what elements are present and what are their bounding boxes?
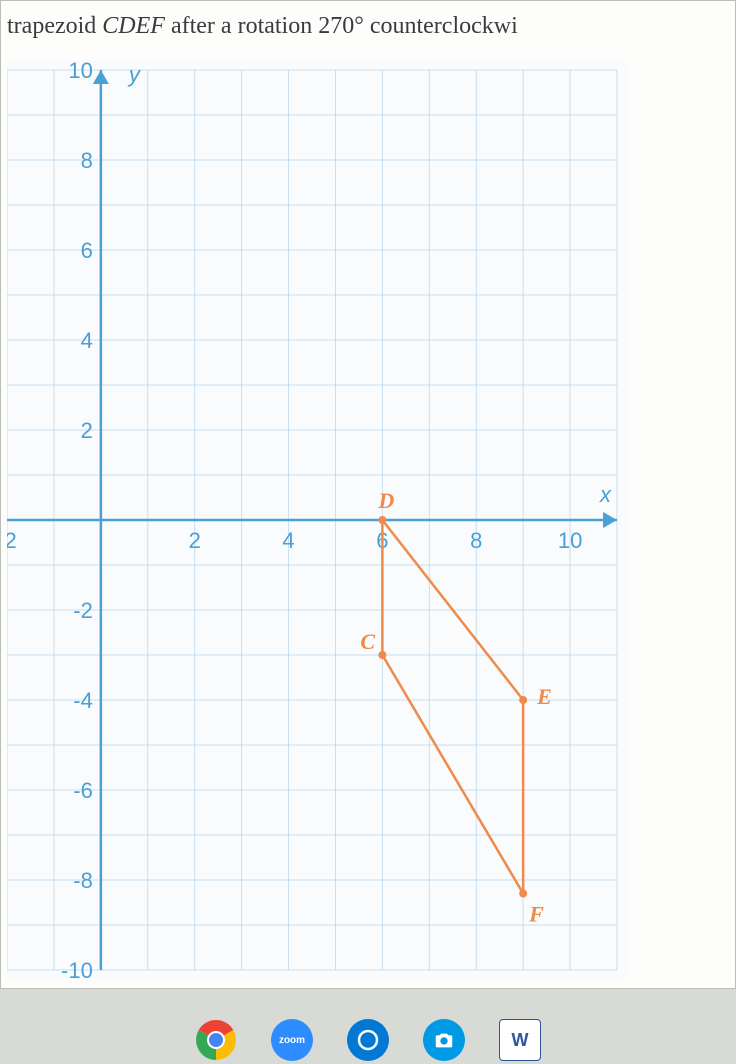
- chrome-icon[interactable]: [195, 1019, 237, 1061]
- taskbar: zoom W: [0, 1016, 736, 1064]
- coordinate-chart: -2246810-10-8-6-4-2246810yxCDEF: [7, 60, 627, 980]
- word-letter: W: [512, 1030, 529, 1051]
- svg-text:4: 4: [282, 528, 294, 553]
- svg-text:D: D: [377, 488, 394, 513]
- question-shape: CDEF: [102, 13, 165, 39]
- svg-text:-2: -2: [7, 528, 17, 553]
- svg-text:-8: -8: [73, 868, 93, 893]
- svg-text:10: 10: [68, 60, 92, 83]
- svg-text:y: y: [127, 62, 142, 87]
- cortana-icon[interactable]: [347, 1019, 389, 1061]
- svg-text:4: 4: [81, 328, 93, 353]
- svg-text:-10: -10: [61, 958, 93, 980]
- question-text: trapezoid CDEF after a rotation 270° cou…: [7, 9, 729, 60]
- svg-text:-6: -6: [73, 778, 93, 803]
- svg-text:C: C: [360, 629, 375, 654]
- svg-text:2: 2: [81, 418, 93, 443]
- grid-svg: -2246810-10-8-6-4-2246810yxCDEF: [7, 60, 627, 980]
- camera-icon[interactable]: [423, 1019, 465, 1061]
- word-icon[interactable]: W: [499, 1019, 541, 1061]
- content-window: trapezoid CDEF after a rotation 270° cou…: [0, 0, 736, 989]
- question-prefix: trapezoid: [7, 13, 102, 39]
- zoom-label: zoom: [279, 1035, 305, 1046]
- svg-text:2: 2: [189, 528, 201, 553]
- svg-text:F: F: [528, 902, 544, 927]
- svg-text:10: 10: [558, 528, 582, 553]
- svg-text:-2: -2: [73, 598, 93, 623]
- svg-text:-4: -4: [73, 688, 93, 713]
- svg-text:8: 8: [470, 528, 482, 553]
- svg-text:E: E: [536, 684, 552, 709]
- svg-text:6: 6: [81, 238, 93, 263]
- svg-text:8: 8: [81, 148, 93, 173]
- question-suffix: after a rotation 270° counterclockwi: [165, 13, 518, 39]
- svg-text:x: x: [599, 482, 612, 507]
- zoom-icon[interactable]: zoom: [271, 1019, 313, 1061]
